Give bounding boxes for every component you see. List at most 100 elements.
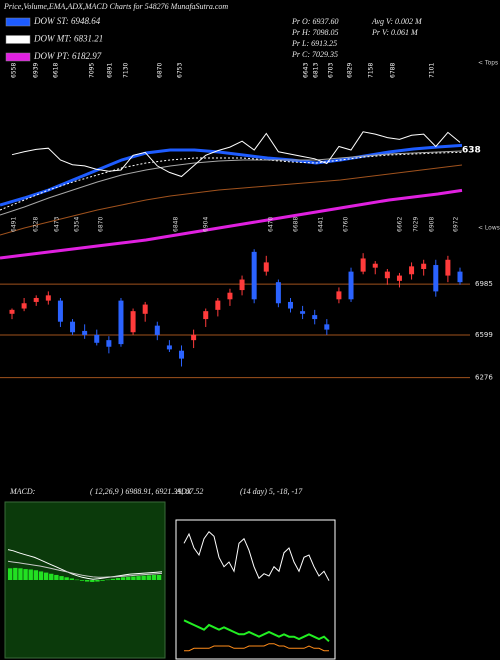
legend-label: DOW MT: 6831.21 bbox=[33, 34, 103, 44]
macd-histogram-bar bbox=[90, 580, 95, 582]
low-label: 6870 bbox=[98, 217, 105, 232]
candle-body bbox=[239, 279, 245, 291]
adx-panel bbox=[175, 519, 336, 660]
macd-histogram-bar bbox=[95, 580, 100, 582]
candle-body bbox=[191, 334, 197, 341]
candle-body bbox=[421, 263, 427, 269]
low-label: 6470 bbox=[268, 217, 275, 232]
candle-body bbox=[130, 311, 136, 333]
low-label: 6688 bbox=[293, 217, 300, 232]
candle-body bbox=[21, 303, 27, 309]
macd-line bbox=[7, 549, 163, 580]
high-label: 6703 bbox=[328, 63, 335, 78]
macd-histogram-bar bbox=[18, 568, 23, 580]
macd-histogram-bar bbox=[8, 568, 13, 580]
low-label: 7029 bbox=[413, 217, 420, 232]
macd-histogram-bar bbox=[43, 572, 49, 580]
price-info: Pr H: 7098.05 bbox=[291, 28, 338, 37]
candle-body bbox=[45, 295, 51, 301]
annotation: < Tops bbox=[478, 60, 498, 67]
ema-line bbox=[0, 151, 463, 211]
macd-histogram-bar bbox=[23, 569, 28, 580]
y-tick-label: 6985 bbox=[475, 280, 493, 288]
macd-histogram-bar bbox=[136, 576, 141, 580]
price-info: Avg V: 0.002 M bbox=[371, 17, 423, 26]
y-tick-label: 6599 bbox=[475, 331, 493, 339]
high-label: 7101 bbox=[429, 63, 436, 78]
candle-body bbox=[433, 265, 439, 292]
macd-histogram-bar bbox=[79, 580, 85, 581]
macd-histogram-bar bbox=[28, 569, 33, 580]
macd-line bbox=[7, 560, 163, 578]
adx-title: ADX bbox=[175, 487, 193, 496]
high-label: 7158 bbox=[368, 63, 375, 78]
candle-body bbox=[203, 311, 209, 320]
high-label: 6643 bbox=[303, 63, 310, 78]
high-label: 7130 bbox=[123, 63, 130, 78]
candle-body bbox=[142, 304, 148, 314]
candle-body bbox=[360, 258, 366, 272]
candle-body bbox=[166, 345, 172, 350]
candle-body bbox=[179, 350, 185, 359]
ema-line bbox=[0, 188, 463, 260]
candle-body bbox=[445, 259, 451, 276]
macd-histogram-bar bbox=[69, 578, 74, 580]
ema-line bbox=[0, 164, 463, 236]
ema-line bbox=[0, 150, 463, 216]
macd-histogram-bar bbox=[33, 570, 39, 580]
high-label: 6618 bbox=[53, 63, 60, 78]
legend-swatch bbox=[5, 52, 31, 62]
high-label: 6788 bbox=[390, 63, 397, 78]
adx-line bbox=[183, 530, 330, 581]
macd-histogram-bar bbox=[59, 576, 64, 580]
candle-body bbox=[33, 297, 39, 302]
macd-title: MACD: bbox=[9, 487, 36, 496]
candle-body bbox=[227, 292, 233, 300]
annotation: < Lows bbox=[478, 225, 500, 232]
macd-histogram-bar bbox=[156, 574, 162, 580]
low-label: 6491 bbox=[11, 217, 18, 232]
ema-line bbox=[0, 143, 463, 207]
macd-histogram-bar bbox=[115, 578, 121, 580]
candle-body bbox=[348, 271, 354, 300]
candle-body bbox=[70, 321, 76, 333]
macd-histogram-bar bbox=[13, 567, 18, 580]
legend-label: DOW ST: 6948.64 bbox=[33, 16, 101, 26]
low-label: 6662 bbox=[397, 217, 404, 232]
low-label: 6441 bbox=[318, 217, 325, 232]
low-label: 6473 bbox=[54, 217, 61, 232]
candle-body bbox=[94, 334, 100, 343]
candle-body bbox=[251, 251, 257, 300]
candle-body bbox=[300, 311, 306, 314]
high-label: 7095 bbox=[89, 63, 96, 78]
candle-body bbox=[118, 300, 124, 345]
annotation: 638 bbox=[462, 146, 481, 156]
adx-line bbox=[183, 619, 330, 643]
chart-title: Price,Volume,EMA,ADX,MACD Charts for 548… bbox=[3, 2, 228, 11]
macd-histogram-bar bbox=[49, 573, 54, 580]
macd-histogram-bar bbox=[105, 579, 110, 581]
candle-body bbox=[312, 315, 318, 320]
macd-histogram-bar bbox=[100, 580, 105, 581]
high-label: 6753 bbox=[177, 63, 184, 78]
macd-histogram-bar bbox=[74, 579, 80, 581]
macd-histogram-bar bbox=[141, 575, 146, 580]
candle-body bbox=[57, 300, 63, 322]
candle-body bbox=[396, 275, 402, 281]
legend-swatch bbox=[5, 35, 31, 44]
candle-body bbox=[82, 330, 88, 335]
low-label: 6354 bbox=[74, 217, 81, 232]
macd-values: ( 12,26,9 ) 6988.91, 6921.39, 67.52 bbox=[90, 487, 203, 496]
low-label: 6760 bbox=[343, 217, 350, 232]
high-label: 6813 bbox=[313, 63, 320, 78]
low-label: 6848 bbox=[173, 217, 180, 232]
low-label: 6972 bbox=[453, 217, 460, 232]
candle-body bbox=[9, 309, 15, 314]
macd-histogram-bar bbox=[110, 578, 116, 580]
macd-histogram-bar bbox=[151, 574, 157, 580]
candle-body bbox=[384, 271, 390, 279]
macd-histogram-bar bbox=[38, 571, 44, 580]
adx-values: (14 day) 5, -18, -17 bbox=[240, 487, 303, 496]
macd-histogram-bar bbox=[146, 575, 151, 580]
